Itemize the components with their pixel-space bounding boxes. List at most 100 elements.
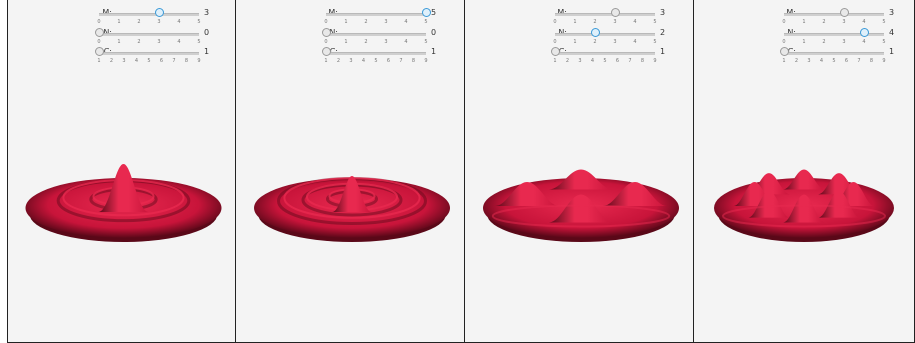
slider-track[interactable] [99, 33, 199, 36]
slider-thumb[interactable] [322, 28, 331, 37]
slider-tick-label: 2 [336, 58, 341, 64]
slider-tick-label: 3 [807, 58, 811, 64]
surface-plot[interactable] [465, 0, 693, 342]
surface-rim-highlight [491, 204, 671, 228]
slider-value: 1 [204, 47, 210, 56]
slider-thumb[interactable] [95, 47, 104, 56]
slider-m: M: 3 0 1 2 3 4 5 [465, 6, 693, 28]
slider-label: N: [776, 28, 796, 37]
slider-tick-label: 2 [109, 58, 114, 64]
slider-tick-label: 7 [857, 58, 861, 64]
slider-label: C: [318, 47, 338, 56]
slider-tick-label: 1 [97, 58, 101, 64]
slider-tick-label: 9 [653, 58, 657, 64]
slider-tick-label: 1 [344, 39, 348, 45]
slider-thumb[interactable] [551, 47, 560, 56]
slider-ticks: 1 2 3 4 5 6 7 8 9 [782, 58, 885, 66]
slider-ticks: 1 2 3 4 5 6 7 8 9 [97, 58, 201, 66]
surface-lobe [783, 169, 825, 190]
slider-label: M: [318, 8, 338, 17]
slider-thumb[interactable] [780, 47, 789, 56]
slider-tick-label: 1 [802, 39, 806, 45]
slider-n: N: 0 0 1 2 3 4 5 [236, 26, 464, 48]
panel-divider [693, 0, 694, 343]
slider-track[interactable] [99, 52, 199, 55]
slider-thumb[interactable] [860, 28, 869, 37]
slider-track[interactable] [326, 33, 426, 36]
slider-tick-label: 5 [882, 39, 886, 45]
slider-tick-label: 7 [399, 58, 403, 64]
slider-tick-label: 2 [364, 39, 368, 45]
slider-tick-label: 7 [628, 58, 632, 64]
surface-plot[interactable] [236, 0, 464, 342]
slider-label: N: [547, 28, 567, 37]
slider-tick-label: 4 [404, 39, 408, 45]
parameter-controls: M: 3 0 1 2 3 4 5 N: 2 0 1 2 3 4 5 C: 1 1 2 3 4 5 6 7 8 9 [465, 0, 693, 64]
slider-tick-label: 0 [324, 19, 328, 25]
slider-track[interactable] [784, 52, 884, 55]
slider-tick-label: 5 [374, 58, 378, 64]
slider-tick-label: 4 [177, 19, 181, 25]
slider-tick-label: 1 [802, 19, 806, 25]
slider-label: C: [776, 47, 796, 56]
slider-track[interactable] [326, 13, 426, 16]
slider-thumb[interactable] [95, 28, 104, 37]
slider-tick-label: 3 [842, 39, 846, 45]
slider-tick-label: 0 [782, 39, 786, 45]
slider-tick-label: 3 [578, 58, 582, 64]
slider-tick-label: 2 [794, 58, 799, 64]
slider-ticks: 0 1 2 3 4 5 [553, 39, 657, 47]
slider-track[interactable] [99, 13, 199, 16]
slider-tick-label: 5 [653, 19, 657, 25]
slider-c: C: 1 1 2 3 4 5 6 7 8 9 [465, 45, 693, 67]
slider-tick-label: 5 [197, 39, 201, 45]
surface-plot[interactable] [8, 0, 235, 342]
slider-thumb[interactable] [322, 47, 331, 56]
slider-tick-label: 9 [424, 58, 428, 64]
slider-c: C: 1 1 2 3 4 5 6 7 8 9 [8, 45, 235, 67]
slider-tick-label: 1 [117, 19, 121, 25]
slider-tick-label: 5 [832, 58, 836, 64]
slider-thumb[interactable] [422, 8, 431, 17]
slider-tick-label: 4 [862, 39, 866, 45]
surface-lobe [549, 169, 613, 190]
slider-value: 1 [660, 47, 666, 56]
slider-tick-label: 1 [553, 58, 557, 64]
surface-lobe [495, 182, 560, 206]
slider-tick-label: 6 [615, 58, 620, 64]
slider-tick-label: 5 [882, 19, 886, 25]
slider-tick-label: 2 [565, 58, 570, 64]
slider-track[interactable] [784, 33, 884, 36]
slider-label: C: [92, 47, 112, 56]
slider-tick-label: 3 [384, 39, 388, 45]
slider-label: M: [547, 8, 567, 17]
slider-thumb[interactable] [591, 28, 600, 37]
surface-central-peak [98, 164, 149, 212]
slider-track[interactable] [555, 33, 655, 36]
slider-track[interactable] [784, 13, 884, 16]
slider-tick-label: 9 [197, 58, 201, 64]
slider-tick-label: 3 [122, 58, 126, 64]
slider-thumb[interactable] [155, 8, 164, 17]
slider-track[interactable] [326, 52, 426, 55]
slider-tick-label: 3 [384, 19, 388, 25]
slider-ticks: 0 1 2 3 4 5 [97, 39, 201, 47]
slider-tick-label: 3 [157, 39, 161, 45]
slider-tick-label: 1 [573, 39, 577, 45]
slider-thumb[interactable] [840, 8, 849, 17]
slider-tick-label: 4 [361, 58, 366, 64]
slider-thumb[interactable] [611, 8, 620, 17]
slider-c: C: 1 1 2 3 4 5 6 7 8 9 [694, 45, 914, 67]
slider-n: N: 0 0 1 2 3 4 5 [8, 26, 235, 48]
slider-track[interactable] [555, 52, 655, 55]
slider-ticks: 0 1 2 3 4 5 [97, 19, 200, 27]
slider-tick-label: 2 [364, 19, 368, 25]
surface-plot[interactable] [694, 0, 914, 342]
slider-tick-label: 6 [159, 58, 164, 64]
slider-tick-label: 4 [134, 58, 139, 64]
slider-tick-label: 5 [653, 39, 657, 45]
slider-tick-label: 0 [553, 19, 557, 25]
slider-track[interactable] [555, 13, 655, 16]
